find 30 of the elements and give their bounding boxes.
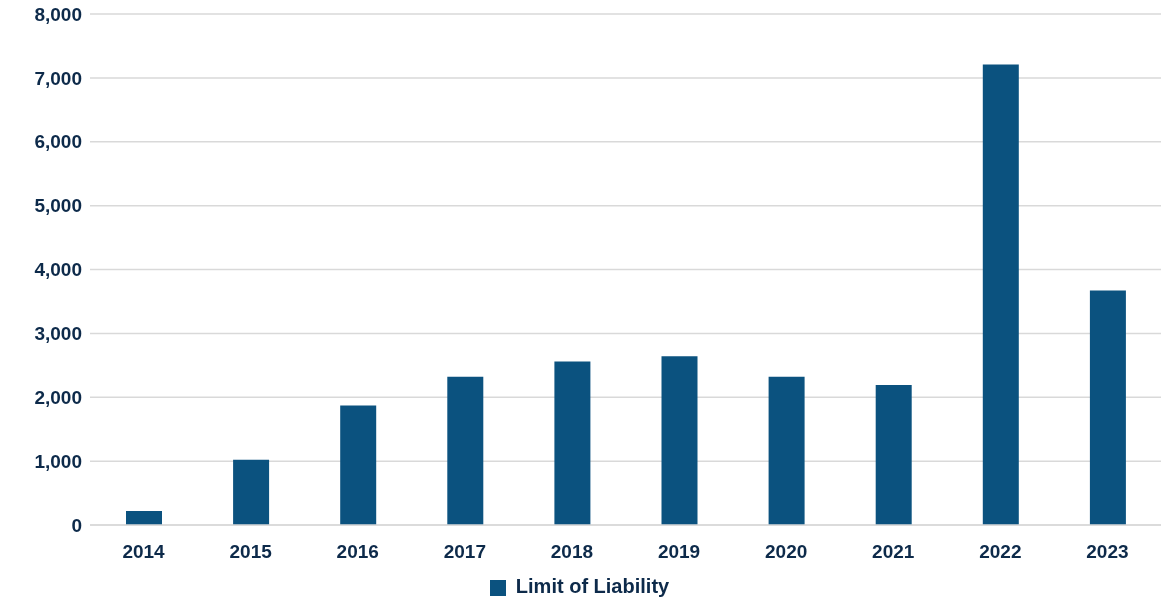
x-tick-label: 2018 xyxy=(550,541,594,563)
y-tick-label: 8,000 xyxy=(34,3,82,25)
bar xyxy=(233,459,270,525)
bar xyxy=(554,361,591,525)
bar xyxy=(661,356,698,525)
y-tick-label: 5,000 xyxy=(34,195,82,217)
y-tick-label: 4,000 xyxy=(34,259,82,281)
y-tick-label: 7,000 xyxy=(34,67,82,89)
bar xyxy=(1089,290,1126,525)
bar xyxy=(126,510,162,525)
y-tick-label: 0 xyxy=(71,514,82,536)
x-tick-label: 2015 xyxy=(229,541,273,563)
y-tick-label: 2,000 xyxy=(34,386,82,408)
bar xyxy=(447,376,484,525)
x-tick-label: 2023 xyxy=(1086,541,1129,563)
x-tick-label: 2016 xyxy=(336,541,379,563)
x-tick-label: 2017 xyxy=(443,541,486,563)
x-tick-label: 2014 xyxy=(122,541,166,563)
bar xyxy=(340,405,377,525)
x-tick-label: 2020 xyxy=(765,541,808,563)
x-tick-label: 2021 xyxy=(872,541,915,563)
y-tick-label: 6,000 xyxy=(34,131,82,153)
bar xyxy=(982,64,1019,525)
y-tick-label: 1,000 xyxy=(34,450,82,472)
legend-label: Limit of Liability xyxy=(515,575,670,597)
x-tick-label: 2022 xyxy=(979,541,1022,563)
x-tick-label: 2019 xyxy=(657,541,701,563)
y-tick-label: 3,000 xyxy=(34,323,82,345)
bar xyxy=(875,385,912,525)
bar xyxy=(768,376,805,525)
